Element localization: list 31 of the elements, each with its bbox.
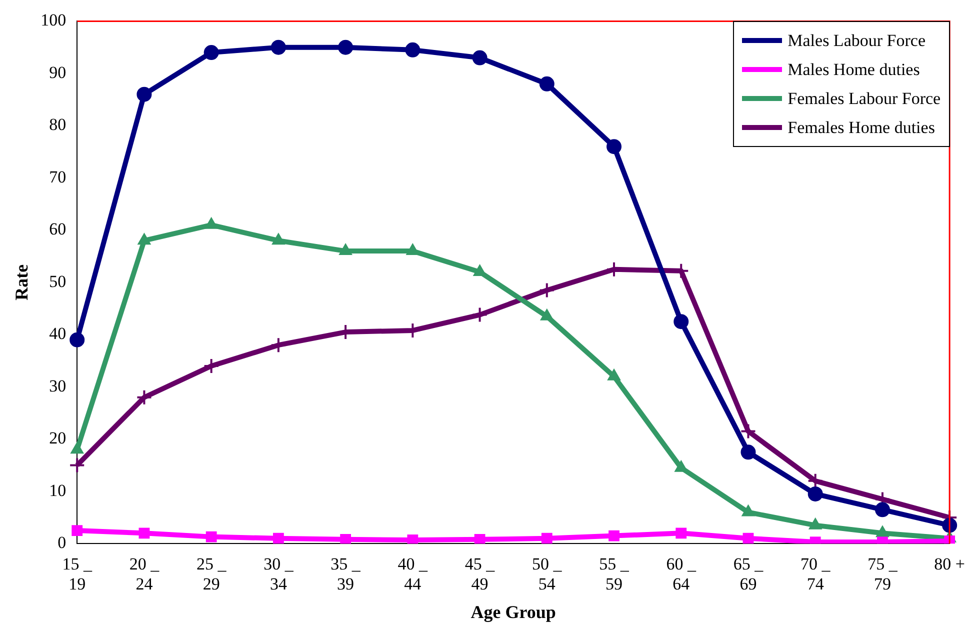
x-tick-label: 20 _ 24 xyxy=(129,554,160,594)
x-tick-label: 50 _ 54 xyxy=(532,554,562,594)
y-tick-label: 30 xyxy=(49,376,66,396)
x-tick-label: 35 _ 39 xyxy=(330,554,361,594)
y-tick-label: 0 xyxy=(58,533,66,552)
y-tick-label: 20 xyxy=(49,428,66,448)
x-tick-label: 60 _ 64 xyxy=(666,554,696,594)
y-tick-label: 60 xyxy=(49,220,66,239)
x-tick-label: 55 _ 59 xyxy=(599,554,630,594)
y-tick-label: 90 xyxy=(49,62,66,82)
y-axis-title: Rate xyxy=(11,264,32,300)
x-tick-label: 30 _ 34 xyxy=(264,554,294,594)
y-tick-label: 10 xyxy=(49,480,66,500)
x-tick-label: 80 + xyxy=(934,554,966,574)
x-tick-label: 45 _ 49 xyxy=(464,554,496,594)
legend-label: Males Labour Force xyxy=(788,30,926,51)
x-tick-label: 15 _ 19 xyxy=(62,554,92,594)
x-axis-title: Age Group xyxy=(470,602,556,622)
y-tick-label: 40 xyxy=(49,324,66,344)
x-tick-label: 25 _ 29 xyxy=(196,554,227,594)
legend-label: Males Home duties xyxy=(788,60,920,80)
y-tick-label: 50 xyxy=(49,272,66,291)
y-tick-label: 100 xyxy=(40,10,66,30)
x-tick-label: 75 _ 79 xyxy=(868,554,898,594)
y-tick-label: 80 xyxy=(49,115,66,134)
x-tick-label: 70 _ 74 xyxy=(800,554,831,594)
y-tick-label: 70 xyxy=(49,167,66,186)
x-tick-label: 40 _ 44 xyxy=(398,554,428,594)
legend-label: Females Labour Force xyxy=(788,88,941,109)
x-tick-label: 65 _ 69 xyxy=(733,554,764,594)
legend-label: Females Home duties xyxy=(788,118,935,138)
